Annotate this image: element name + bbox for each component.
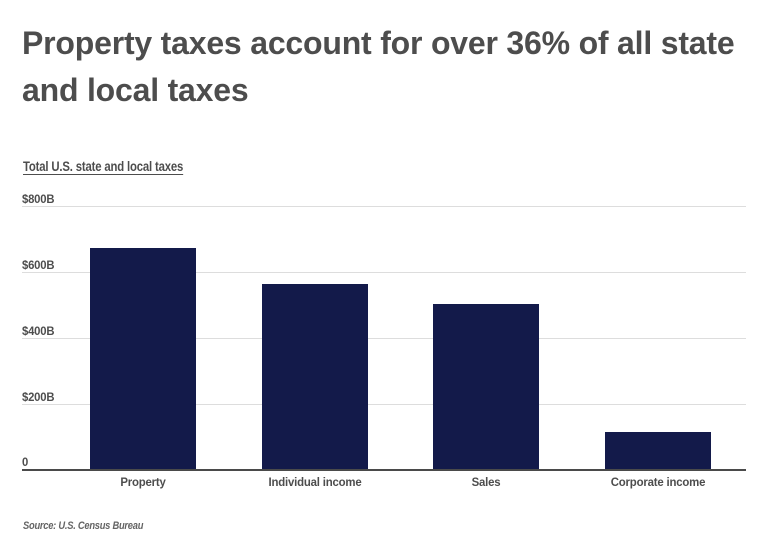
- gridline-600: [22, 272, 746, 274]
- gridline-400: [22, 338, 746, 340]
- x-category-label: Individual income: [267, 474, 362, 489]
- bar-sales: [433, 303, 539, 472]
- chart-subtitle: Total U.S. state and local taxes: [23, 158, 184, 174]
- gridline-800: [22, 206, 746, 208]
- y-tick-label-600: $600B: [22, 258, 55, 273]
- x-axis-line: [22, 468, 746, 472]
- bar-individual-income: [261, 284, 368, 472]
- source-note: Source: U.S. Census Bureau: [22, 519, 143, 532]
- bar-corporate-income: [604, 432, 711, 472]
- x-category-label: Property: [120, 474, 166, 489]
- bar-property: [90, 247, 196, 472]
- y-tick-label-200: $200B: [22, 389, 55, 404]
- x-category-label: Sales: [471, 474, 501, 489]
- gridline-200: [22, 403, 746, 405]
- y-tick-label-0: 0: [22, 454, 29, 469]
- y-tick-label-400: $400B: [22, 323, 55, 338]
- chart-title: Property taxes account for over 36% of a…: [22, 25, 735, 108]
- y-tick-label-800: $800B: [22, 192, 55, 207]
- x-category-label: Corporate income: [610, 474, 705, 489]
